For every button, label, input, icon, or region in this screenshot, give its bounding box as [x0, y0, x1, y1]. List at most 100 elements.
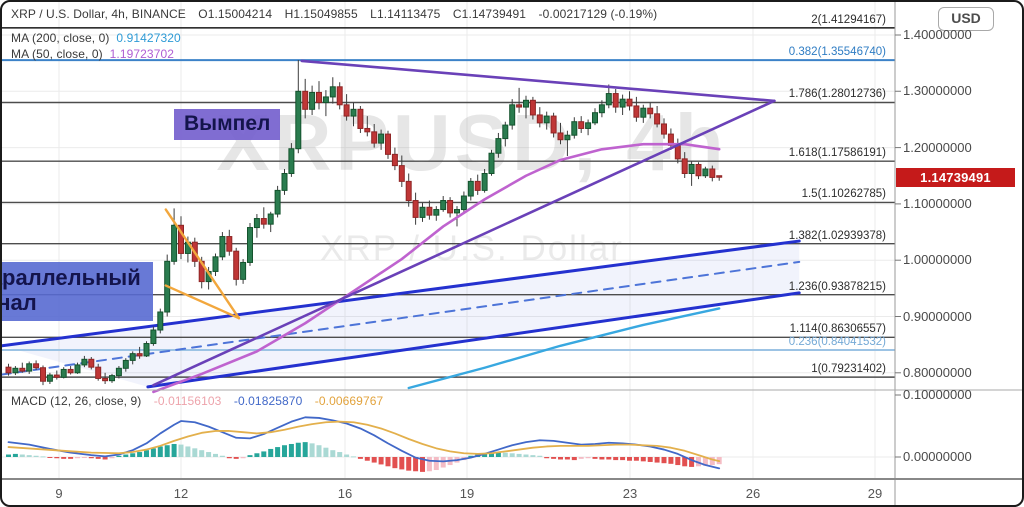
macd-histogram-bar: [585, 457, 591, 459]
ma200-legend[interactable]: MA (200, close, 0) 0.91427320: [11, 31, 181, 45]
macd-histogram-bar: [558, 457, 563, 460]
candle-down: [426, 206, 433, 216]
ma200-label: MA (200, close, 0): [11, 31, 110, 45]
time-axis-label[interactable]: 29: [867, 486, 883, 501]
macd-histogram-bar: [295, 442, 301, 457]
time-axis-label[interactable]: 19: [459, 486, 475, 501]
time-axis-label[interactable]: 9: [55, 486, 63, 501]
time-axis-label[interactable]: 23: [622, 486, 638, 501]
candle-down: [536, 114, 543, 124]
macd-histogram-bar: [440, 457, 446, 468]
macd-histogram-bar: [171, 443, 177, 457]
macd-histogram-bar: [537, 455, 543, 457]
price-axis-label[interactable]: 1.00000000: [903, 252, 972, 268]
macd-histogram-bar: [689, 457, 695, 467]
candle-up: [433, 209, 440, 216]
macd-histogram-bar: [47, 457, 53, 458]
macd-histogram-bar: [150, 448, 156, 457]
pennant-annotation-label[interactable]: Вымпел: [174, 109, 281, 140]
macd-histogram-bar: [433, 457, 439, 471]
candle-up: [564, 134, 571, 141]
candle-up: [74, 364, 81, 374]
macd-histogram-bar: [675, 457, 681, 466]
macd-histogram-bar: [613, 457, 619, 461]
candle-down: [681, 158, 688, 174]
candle-down: [357, 108, 364, 129]
triangle-upper-trendline: [300, 59, 776, 103]
channel-label-line2: канал: [0, 289, 37, 315]
candle-up: [295, 90, 302, 150]
macd-histogram-bar: [309, 443, 315, 457]
macd-histogram-bar: [157, 446, 163, 457]
symbol-legend[interactable]: XRP / U.S. Dollar, 4h, BINANCE O1.150042…: [11, 7, 657, 21]
macd-histogram-bar: [6, 454, 11, 457]
time-axis-label[interactable]: 12: [173, 486, 189, 501]
fib-level-label: 1.114(0.86306557): [789, 323, 886, 336]
candle-down: [405, 180, 412, 202]
price-axis-label[interactable]: 1.10000000: [903, 195, 972, 211]
candle-down: [647, 107, 654, 115]
macd-histogram-bar: [40, 456, 46, 458]
macd-histogram-bar: [371, 457, 377, 463]
macd-histogram-bar: [682, 457, 688, 467]
parallel-channel-annotation-label[interactable]: Параллельный канал: [0, 262, 153, 322]
ma50-line: [152, 142, 721, 394]
macd-histogram-bar: [254, 453, 260, 457]
macd-legend[interactable]: MACD (12, 26, close, 9) -0.01156103 -0.0…: [11, 394, 383, 408]
ma200-value: 0.91427320: [116, 31, 181, 45]
price-axis-label[interactable]: 1.30000000: [903, 83, 972, 99]
macd-histogram-bar: [247, 455, 253, 457]
candle-up: [247, 227, 253, 263]
candle-down: [516, 104, 523, 108]
ohlc-close: C1.14739491: [452, 7, 527, 21]
macd-histogram-bar: [599, 457, 605, 460]
macd-histogram-bar: [482, 453, 488, 457]
fib-level-label: 0.236(0.84041532): [788, 336, 886, 349]
ma200-line: [407, 307, 721, 390]
price-axis-label[interactable]: 0.80000000: [903, 364, 972, 380]
candle-up: [157, 311, 164, 331]
candle-down: [412, 200, 419, 218]
fib-level-label: 1.236(0.93878215): [788, 280, 886, 293]
triangle-lower-trendline: [152, 99, 776, 387]
candle-up: [122, 359, 129, 369]
ma50-legend[interactable]: MA (50, close, 0) 1.19723702: [11, 47, 174, 61]
macd-histogram-bar: [426, 457, 432, 472]
price-axis-label[interactable]: 1.40000000: [903, 27, 972, 42]
macd-axis-label[interactable]: 0.10000000: [903, 387, 972, 402]
candle-down: [385, 133, 391, 155]
price-axis-label[interactable]: 0.90000000: [903, 308, 972, 324]
macd-histogram-bar: [109, 457, 115, 459]
candle-down: [398, 165, 405, 182]
time-axis-label[interactable]: 26: [745, 486, 761, 501]
macd-line-value: -0.01825870: [233, 394, 303, 408]
candle-down: [226, 236, 233, 252]
ma50-value: 1.19723702: [109, 47, 175, 61]
macd-histogram-bar: [606, 457, 612, 460]
macd-histogram-bar: [206, 452, 212, 457]
candle-up: [619, 98, 626, 108]
macd-histogram-bar: [316, 445, 322, 457]
macd-histogram-bar: [144, 450, 149, 457]
time-axis-label[interactable]: 16: [337, 486, 353, 501]
candle-down: [33, 363, 40, 369]
channel-label-line1: Параллельный: [2, 265, 141, 290]
candle-down: [578, 121, 585, 129]
candle-up: [454, 209, 460, 214]
candle-up: [150, 329, 157, 345]
macd-histogram-bar: [592, 457, 598, 459]
macd-histogram-bar: [240, 457, 246, 459]
price-axis-label[interactable]: 1.20000000: [903, 139, 972, 155]
macd-histogram-bar: [413, 457, 419, 472]
candle-down: [371, 131, 378, 144]
currency-toggle-button[interactable]: USD: [938, 7, 994, 31]
watermark-subtitle: XRP / U.S. Dollar: [320, 229, 624, 268]
candle-up: [274, 189, 281, 215]
last-price-badge: 1.14739491: [896, 168, 1015, 187]
candle-down: [5, 366, 12, 374]
candle-down: [550, 115, 557, 134]
macd-axis-label[interactable]: 0.00000000: [903, 449, 972, 464]
macd-histogram-bar: [502, 452, 508, 457]
